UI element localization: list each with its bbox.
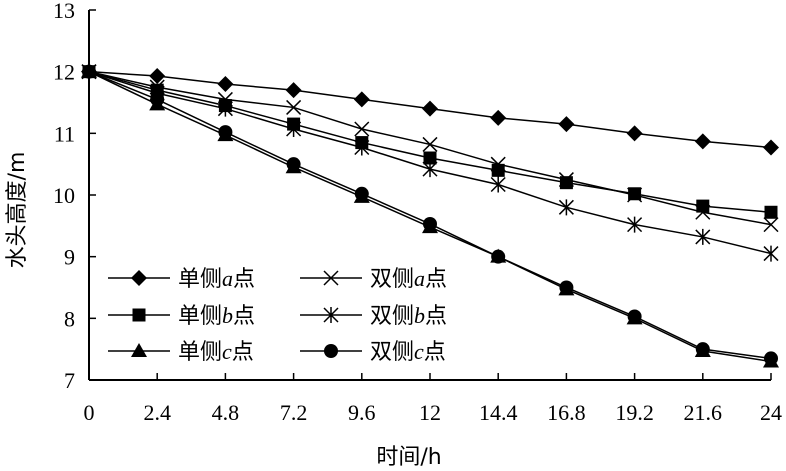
series-circle [82,64,778,366]
x-tick-label: 4.8 [212,400,240,425]
y-tick-label: 8 [64,306,75,331]
x-tick-label: 19.2 [615,400,654,425]
series-square [82,65,778,219]
data-point-diamond [285,82,302,99]
y-tick-label: 10 [53,183,75,208]
legend-item: 双侧b点 [300,303,447,329]
data-point-asterisk [695,228,711,245]
data-point-diamond [558,116,575,133]
x-tick-label: 21.6 [684,400,723,425]
data-point-diamond [131,270,147,286]
y-tick-label: 11 [54,121,75,146]
legend-label: 单侧a点 [178,266,255,292]
data-point-x [695,204,711,220]
data-point-circle [286,157,301,172]
data-point-diamond [217,76,234,92]
data-point-x [627,187,643,203]
data-point-diamond [353,91,370,108]
data-point-x [763,217,779,233]
x-tick-label: 24 [760,400,782,425]
data-point-circle [491,249,506,264]
x-tick-label: 16.8 [547,400,586,425]
y-tick-label: 13 [53,0,75,23]
data-point-circle [354,186,369,201]
data-point-asterisk [354,139,370,156]
data-point-diamond [626,125,643,142]
legend-item: 单侧c点 [108,339,254,365]
data-point-asterisk [763,245,779,262]
data-point-circle [218,125,233,140]
legend-label: 单侧b点 [178,303,255,329]
legend-label: 单侧c点 [178,339,254,365]
legend-item: 双侧a点 [300,266,447,292]
data-point-circle [764,351,778,366]
y-tick-label: 7 [64,368,75,393]
data-point-diamond [422,100,438,117]
data-point-square [132,308,146,322]
data-point-circle [695,342,710,357]
y-axis-title: 水头高度/m [5,152,30,269]
series-asterisk [81,63,779,262]
data-point-asterisk [217,100,233,117]
series-diamond [81,63,779,156]
data-point-square [764,205,778,219]
data-point-circle [324,344,338,358]
data-point-x [286,99,302,115]
axes: 7 8 9 10 11 12 13 0 2.4 4.8 7.2 9.6 12 14.4 16.8 19.2 21… [53,0,782,425]
data-point-circle [82,64,96,79]
data-point-asterisk [323,307,339,323]
data-point-asterisk [627,216,643,233]
data-point-diamond [490,109,507,126]
legend-label: 双侧b点 [370,303,447,329]
legend-item: 单侧b点 [108,303,255,329]
data-point-square [628,187,642,201]
data-point-x [422,136,438,152]
y-tick-label: 12 [53,60,75,85]
x-axis-title: 时间/h [376,445,441,470]
y-tick-label: 9 [64,245,75,270]
data-point-x [354,121,370,137]
data-point-circle [423,216,437,231]
data-point-x [558,172,574,188]
x-tick-label: 14.4 [479,400,518,425]
data-point-circle [559,280,574,295]
data-point-square [423,151,437,165]
data-point-diamond [149,67,166,84]
x-tick-label: 7.2 [280,400,308,425]
data-point-x [323,270,339,286]
legend-item: 双侧c点 [300,339,446,365]
data-point-asterisk [558,199,574,216]
data-point-diamond [763,139,779,156]
data-point-asterisk [422,161,438,178]
data-point-circle [627,309,642,324]
data-point-x [490,156,506,172]
data-point-asterisk [286,121,302,138]
x-tick-label: 0 [84,400,95,425]
x-tick-label: 12 [419,400,441,425]
data-point-asterisk [490,176,506,193]
x-tick-label: 2.4 [143,400,171,425]
series-line [88,70,772,226]
data-point-circle [150,92,165,107]
series-x [81,64,779,233]
series-layer [81,63,779,368]
legend-item: 单侧a点 [108,266,255,292]
data-point-diamond [694,133,711,150]
legend-label: 双侧c点 [370,339,446,365]
data-point-triangle [131,343,147,357]
x-tick-label: 9.6 [348,400,376,425]
legend-label: 双侧a点 [370,266,447,292]
